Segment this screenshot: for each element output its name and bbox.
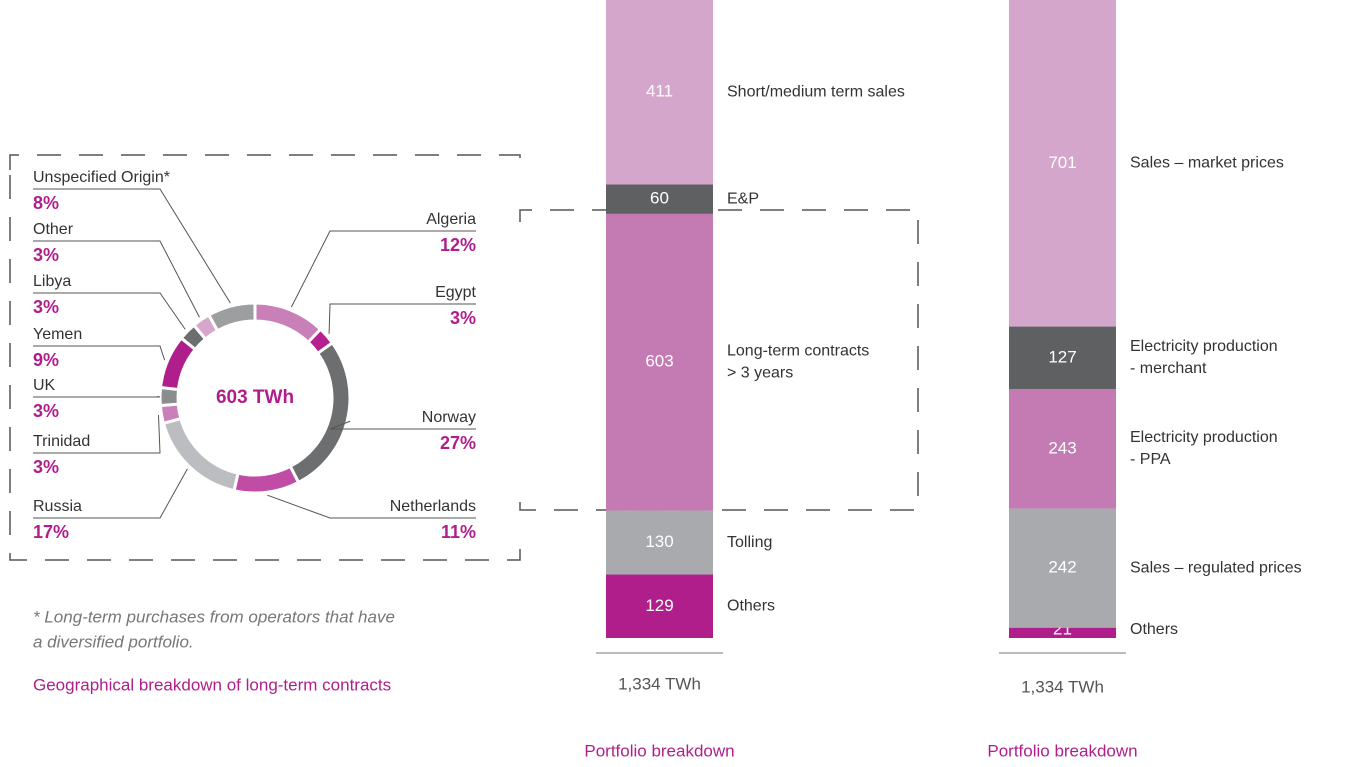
bar-segment: [1009, 508, 1116, 628]
slice-name: Russia: [33, 498, 82, 515]
slice-name: Norway: [422, 409, 476, 426]
total-label: 1,334 TWh: [1021, 677, 1104, 696]
slice-value: 17%: [33, 522, 69, 542]
donut-segment: [158, 402, 183, 426]
bar-segment: [1009, 0, 1116, 327]
bar-segment: [606, 184, 713, 214]
segment-name: Tolling: [727, 534, 772, 551]
bar-segment: [1009, 389, 1116, 509]
slice-value: 3%: [33, 297, 59, 317]
bar-segment: [606, 574, 713, 638]
segment-name: Sales – regulated prices: [1130, 559, 1302, 576]
donut-segment: [161, 416, 240, 493]
segment-value: 60: [650, 189, 669, 208]
slice-value: 27%: [440, 433, 476, 453]
chart-title: Portfolio breakdown: [584, 741, 734, 760]
slice-name: UK: [33, 377, 56, 394]
donut-segment: [253, 301, 323, 345]
slice-name: Netherlands: [390, 498, 476, 515]
leader-line: [33, 468, 188, 519]
leader-line: [329, 420, 476, 430]
bar-segment: [606, 510, 713, 575]
bar-segment: [606, 0, 713, 185]
center-label: 603 TWh: [216, 387, 294, 408]
segment-value: 701: [1048, 153, 1076, 172]
slice-value: 3%: [33, 401, 59, 421]
slice-name: Yemen: [33, 326, 82, 343]
segment-value: 127: [1048, 347, 1076, 366]
donut-segment: [232, 464, 301, 495]
leader-line: [33, 395, 161, 398]
bar-segment: [1009, 627, 1116, 638]
slice-name: Egypt: [435, 284, 476, 301]
slice-name: Algeria: [426, 211, 476, 228]
bar-segment: [1009, 326, 1116, 390]
segment-name: Electricity production: [1130, 429, 1278, 446]
segment-name: Long-term contracts: [727, 342, 869, 359]
leader-line: [267, 494, 476, 519]
slice-name: Trinidad: [33, 433, 90, 450]
leader-line: [328, 303, 476, 334]
segment-name: Short/medium term sales: [727, 83, 905, 100]
segment-value: 243: [1048, 438, 1076, 457]
slice-value: 3%: [450, 308, 476, 328]
slice-value: 11%: [441, 522, 476, 542]
footnote: * Long-term purchases from operators tha…: [33, 607, 395, 626]
segment-name: Others: [1130, 621, 1178, 638]
leader-line: [33, 188, 231, 304]
segment-name: Sales – market prices: [1130, 155, 1284, 172]
footnote: a diversified portfolio.: [33, 632, 194, 651]
slice-value: 8%: [33, 193, 59, 213]
slice-name: Libya: [33, 273, 71, 290]
segment-value: 242: [1048, 558, 1076, 577]
caption: Geographical breakdown of long-term cont…: [33, 675, 391, 694]
segment-name: > 3 years: [727, 364, 793, 381]
segment-name: E&P: [727, 190, 759, 207]
donut-segment: [206, 301, 257, 333]
segment-value: 130: [645, 532, 673, 551]
donut-segment: [288, 340, 352, 485]
frame: [9, 175, 521, 561]
segment-value: 129: [645, 596, 673, 615]
segment-name: Others: [727, 597, 775, 614]
frames: [9, 154, 919, 561]
total-label: 1,334 TWh: [618, 674, 701, 693]
slice-name: Unspecified Origin*: [33, 169, 170, 186]
slice-value: 3%: [33, 245, 59, 265]
slice-value: 12%: [440, 235, 476, 255]
slice-value: 3%: [33, 457, 59, 477]
segment-value: 603: [645, 352, 673, 371]
leader-line: [290, 230, 476, 308]
bar-segment: [606, 213, 713, 511]
frame: [9, 154, 521, 170]
frame: [519, 209, 919, 511]
leader-line: [33, 292, 186, 330]
leader-line: [33, 240, 200, 318]
leader-line: [33, 345, 166, 361]
slice-value: 9%: [33, 350, 59, 370]
slice-name: Other: [33, 221, 74, 238]
segment-value: 411: [646, 82, 673, 101]
segment-name: - merchant: [1130, 360, 1207, 377]
leader-line: [33, 414, 161, 454]
chart-title: Portfolio breakdown: [987, 741, 1137, 760]
segment-name: - PPA: [1130, 451, 1171, 468]
segment-name: Electricity production: [1130, 338, 1278, 355]
